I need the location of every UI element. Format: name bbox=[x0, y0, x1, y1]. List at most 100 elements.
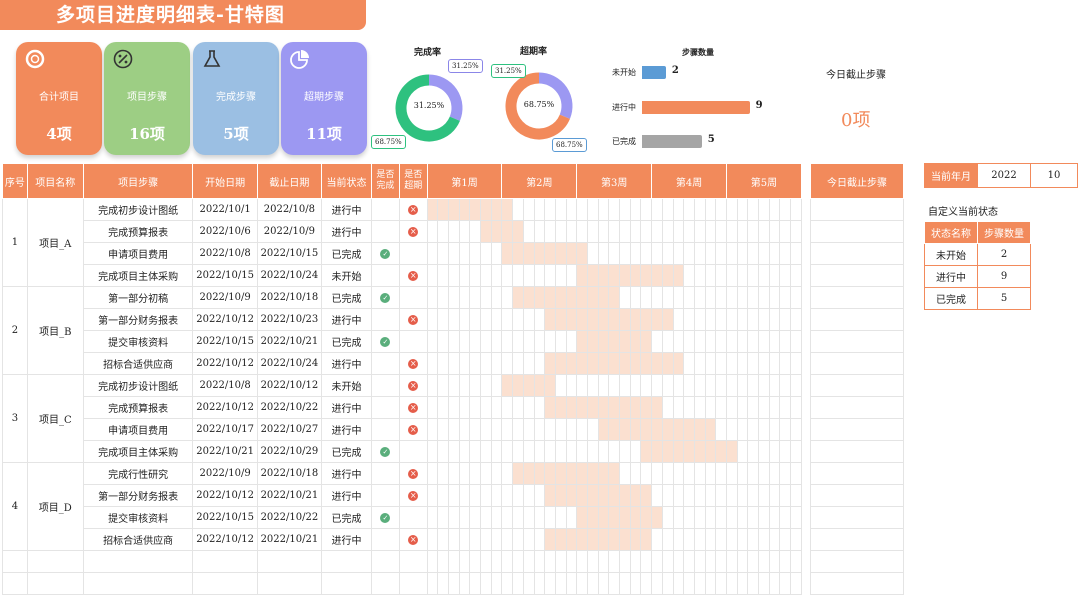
gantt-day-cell bbox=[704, 308, 717, 331]
completion-callout-undone: 68.75% bbox=[371, 135, 406, 149]
blank-cell bbox=[554, 572, 567, 595]
gantt-day-cell bbox=[608, 462, 621, 485]
gantt-day-cell bbox=[725, 462, 738, 485]
gantt-day-cell bbox=[683, 220, 695, 243]
step-end: 2022/10/9 bbox=[256, 220, 323, 243]
gantt-day-cell bbox=[480, 440, 492, 463]
blank-cell bbox=[576, 550, 588, 573]
step-over-cell bbox=[398, 286, 428, 309]
cross-icon: × bbox=[408, 491, 419, 501]
step-end: 2022/10/12 bbox=[256, 374, 323, 397]
gantt-day-cell bbox=[576, 396, 588, 419]
gantt-day-cell bbox=[597, 264, 610, 287]
blank-cell bbox=[693, 550, 706, 573]
gantt-day-cell bbox=[629, 352, 642, 375]
gantt-day-cell bbox=[544, 352, 556, 375]
gantt-day-cell bbox=[683, 198, 695, 221]
gantt-day-cell bbox=[672, 286, 685, 309]
step-name: 招标合适供应商 bbox=[82, 352, 194, 375]
gantt-day-cell bbox=[426, 198, 439, 221]
month-field[interactable]: 10 bbox=[1030, 163, 1078, 188]
gantt-day-cell bbox=[661, 528, 674, 551]
gantt-day-cell bbox=[651, 396, 663, 419]
gantt-day-cell bbox=[586, 462, 599, 485]
gantt-day-cell bbox=[565, 484, 578, 507]
blank-cell bbox=[256, 550, 323, 573]
gantt-day-cell bbox=[640, 242, 653, 265]
gantt-day-cell bbox=[533, 374, 546, 397]
check-icon: ✓ bbox=[380, 249, 391, 259]
gantt-day-cell bbox=[661, 198, 674, 221]
gantt-day-cell bbox=[490, 374, 503, 397]
col-name: 项目名称 bbox=[26, 163, 84, 199]
gantt-day-cell bbox=[544, 440, 556, 463]
gantt-day-cell bbox=[768, 308, 781, 331]
step-over-cell: × bbox=[398, 462, 428, 485]
gantt-day-cell bbox=[458, 352, 471, 375]
gantt-day-cell bbox=[651, 528, 663, 551]
gantt-day-cell bbox=[725, 220, 738, 243]
gantt-day-cell bbox=[725, 286, 738, 309]
step-over-cell: × bbox=[398, 374, 428, 397]
blank-cell bbox=[533, 572, 546, 595]
summary-card-value: 11项 bbox=[306, 125, 342, 143]
gantt-day-cell bbox=[640, 484, 653, 507]
table-row: 提交审核资料 2022/10/15 2022/10/21 已完成 ✓ bbox=[3, 330, 802, 353]
gantt-day-cell bbox=[480, 286, 492, 309]
status-count: 5 bbox=[977, 287, 1031, 310]
donut-slice-2 bbox=[395, 74, 460, 142]
step-name: 提交审核资料 bbox=[82, 330, 194, 353]
blank-cell bbox=[565, 550, 578, 573]
overdue-callout-ok: 31.25% bbox=[491, 64, 526, 78]
gantt-day-cell bbox=[704, 440, 717, 463]
year-field[interactable]: 2022 bbox=[977, 163, 1031, 188]
gantt-day-cell bbox=[501, 220, 514, 243]
gantt-day-cell bbox=[608, 198, 621, 221]
gantt-day-cell bbox=[640, 286, 653, 309]
gantt-day-cell bbox=[619, 220, 631, 243]
gantt-day-cell bbox=[725, 440, 738, 463]
gantt-day-cell bbox=[619, 286, 631, 309]
blank-cell bbox=[501, 550, 514, 573]
gantt-day-cell bbox=[758, 264, 770, 287]
gantt-day-cell bbox=[747, 330, 760, 353]
gantt-day-cell bbox=[448, 308, 460, 331]
status-row: 已完成 5 bbox=[924, 287, 1031, 310]
gantt-day-cell bbox=[683, 396, 695, 419]
blank-cell bbox=[26, 550, 84, 573]
blank-cell bbox=[747, 550, 760, 573]
gantt-day-cell bbox=[629, 264, 642, 287]
gantt-day-cell bbox=[661, 286, 674, 309]
blank-cell bbox=[321, 572, 373, 595]
step-over-cell bbox=[398, 440, 428, 463]
step-end: 2022/10/18 bbox=[256, 462, 323, 485]
gantt-day-cell bbox=[522, 374, 535, 397]
today-cell bbox=[810, 418, 904, 441]
gantt-day-cell bbox=[661, 506, 674, 529]
gantt-day-cell bbox=[597, 220, 610, 243]
gantt-day-cell bbox=[758, 220, 770, 243]
gantt-day-cell bbox=[629, 506, 642, 529]
gantt-day-cell bbox=[554, 308, 567, 331]
gantt-day-cell bbox=[768, 440, 781, 463]
gantt-day-cell bbox=[672, 220, 685, 243]
summary-card-label: 超期步骤 bbox=[304, 92, 344, 103]
gantt-day-cell bbox=[512, 264, 524, 287]
step-start: 2022/10/17 bbox=[192, 418, 258, 441]
gantt-day-cell bbox=[619, 198, 631, 221]
gantt-day-cell bbox=[576, 242, 588, 265]
gantt-day-cell bbox=[522, 396, 535, 419]
gantt-day-cell bbox=[779, 242, 792, 265]
col-end: 截止日期 bbox=[256, 163, 323, 199]
step-status: 进行中 bbox=[321, 198, 373, 221]
gantt-day-cell bbox=[437, 220, 450, 243]
today-row bbox=[810, 264, 904, 287]
today-row bbox=[810, 308, 904, 331]
gantt-day-cell bbox=[448, 330, 460, 353]
blank-cell bbox=[192, 572, 258, 595]
blank-cell bbox=[715, 550, 727, 573]
gantt-day-cell bbox=[597, 462, 610, 485]
blank-cell bbox=[448, 550, 460, 573]
gantt-day-cell bbox=[747, 506, 760, 529]
gantt-day-cell bbox=[576, 286, 588, 309]
